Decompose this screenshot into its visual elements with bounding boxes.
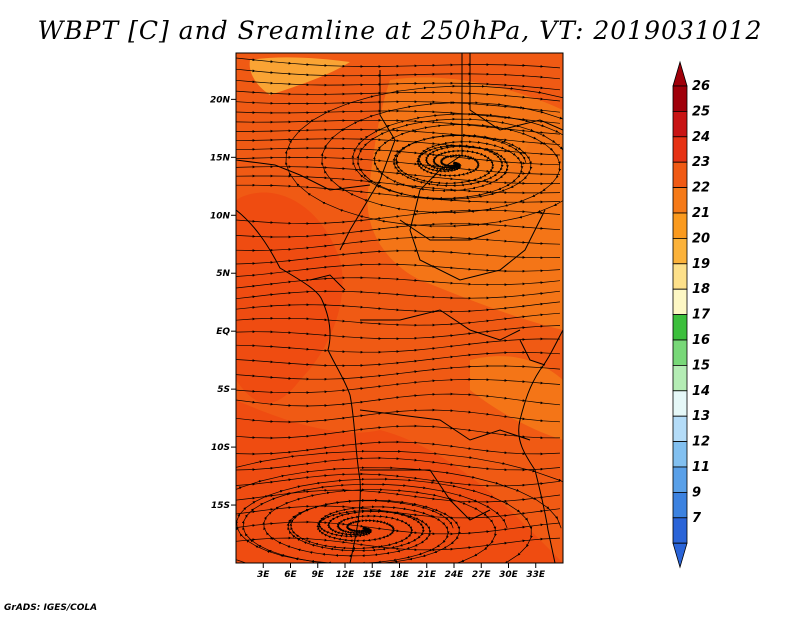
lon-tick-label: 6E <box>284 570 297 580</box>
lat-tick-label: 5S <box>217 385 230 395</box>
lon-tick-label: 27E <box>472 570 492 580</box>
colorbar-label: 19 <box>692 257 710 272</box>
streamline-1 <box>236 68 561 80</box>
colorbar-label: 23 <box>692 155 710 170</box>
colorbar-box-1 <box>672 111 688 138</box>
lat-tick-label: 15S <box>211 501 230 511</box>
streamlines <box>236 57 563 563</box>
colorbar-box-16 <box>672 491 688 519</box>
colorbar-box-7 <box>672 263 688 290</box>
colorbar-label: 18 <box>692 282 710 297</box>
grads-credit: GrADS: IGES/COLA <box>4 603 98 613</box>
colorbar-bottom-arrow <box>672 542 688 569</box>
page-title: WBPT [C] and Sreamline at 250hPa, VT: 20… <box>37 16 763 45</box>
colorbar-box-9 <box>672 314 688 341</box>
streamline-40 <box>236 456 561 472</box>
colorbar-top-arrow <box>672 60 688 87</box>
streamline-41 <box>236 472 561 488</box>
colorbar-label: 15 <box>692 358 710 373</box>
streamline-33 <box>236 350 561 368</box>
lat-tick-label: 20N <box>210 95 231 105</box>
streamline-30 <box>236 312 561 327</box>
longitude-axis: 3E 6E 9E 12E 15E 18E 21E 24E 27E 30E 33E <box>257 563 546 580</box>
lon-tick-label: 15E <box>363 570 383 580</box>
streamline-38 <box>236 424 561 440</box>
colorbar-label: 11 <box>692 460 710 475</box>
colorbar-box-8 <box>672 288 688 316</box>
streamline-42 <box>236 488 561 504</box>
lon-tick-label: 30E <box>499 570 519 580</box>
streamline-25 <box>236 249 561 265</box>
colorbar-label: 12 <box>692 435 710 450</box>
colorbar-label: 25 <box>692 104 710 119</box>
colorbar-box-12 <box>672 390 688 417</box>
streamline-0 <box>236 57 561 69</box>
colorbar-label: 9 <box>692 485 701 500</box>
colorbar-label: 16 <box>692 333 710 348</box>
streamline-45 <box>236 536 561 552</box>
streamline-26 <box>236 262 561 277</box>
streamline-39 <box>236 440 561 456</box>
colorbar-box-11 <box>672 364 688 392</box>
lon-tick-label: 24E <box>445 570 465 580</box>
streamline-43 <box>236 504 561 520</box>
lon-tick-label: 9E <box>312 570 325 580</box>
colorbar-box-0 <box>672 85 688 112</box>
colorbar-labels: 26 25 24 23 22 21 20 19 18 17 16 15 14 13 12 11 9 7 <box>692 79 711 526</box>
colorbar-box-6 <box>672 237 688 265</box>
colorbar-box-17 <box>672 517 688 544</box>
lat-tick-label: 15N <box>210 153 231 163</box>
colorbar-label: 14 <box>692 384 710 399</box>
colorbar-label: 24 <box>692 130 710 145</box>
streamline-37 <box>236 408 561 424</box>
colorbar-label: 26 <box>692 79 710 94</box>
latitude-axis: 20N 15N 10N 5N EQ 5S 10S 15S <box>210 95 236 511</box>
colorbar-label: 20 <box>692 231 710 246</box>
lon-tick-label: 33E <box>526 570 546 580</box>
colorbar-box-3 <box>672 161 688 188</box>
streamline-17 <box>284 84 563 228</box>
streamline-28 <box>236 289 561 300</box>
colorbar-box-15 <box>672 466 688 493</box>
lon-tick-label: 18E <box>390 570 410 580</box>
lat-tick-label: 10N <box>210 211 231 221</box>
colorbar-label: 13 <box>692 409 710 424</box>
colorbar-boxes <box>672 60 688 569</box>
colorbar-label: 22 <box>692 181 710 196</box>
colorbar-label: 7 <box>692 511 702 526</box>
colorbar-label: 21 <box>692 206 710 221</box>
colorbar-box-2 <box>672 136 688 163</box>
lon-tick-label: 12E <box>336 570 356 580</box>
lon-tick-label: 21E <box>417 570 437 580</box>
lat-tick-label: 10S <box>211 443 230 453</box>
streamline-27 <box>236 276 561 289</box>
colorbar-box-14 <box>672 441 688 468</box>
colorbar-box-13 <box>672 415 688 443</box>
streamline-44 <box>236 520 561 536</box>
streamline-24 <box>236 235 561 252</box>
colorbar-label: 17 <box>692 308 711 323</box>
streamline-29 <box>236 301 561 314</box>
streamline-36 <box>236 392 561 408</box>
lat-tick-label: 5N <box>216 269 230 279</box>
lon-tick-label: 3E <box>257 570 270 580</box>
colorbar-box-4 <box>672 187 688 214</box>
colorbar-box-5 <box>672 212 688 239</box>
colorbar-box-10 <box>672 339 688 366</box>
lat-tick-label: EQ <box>216 327 230 337</box>
